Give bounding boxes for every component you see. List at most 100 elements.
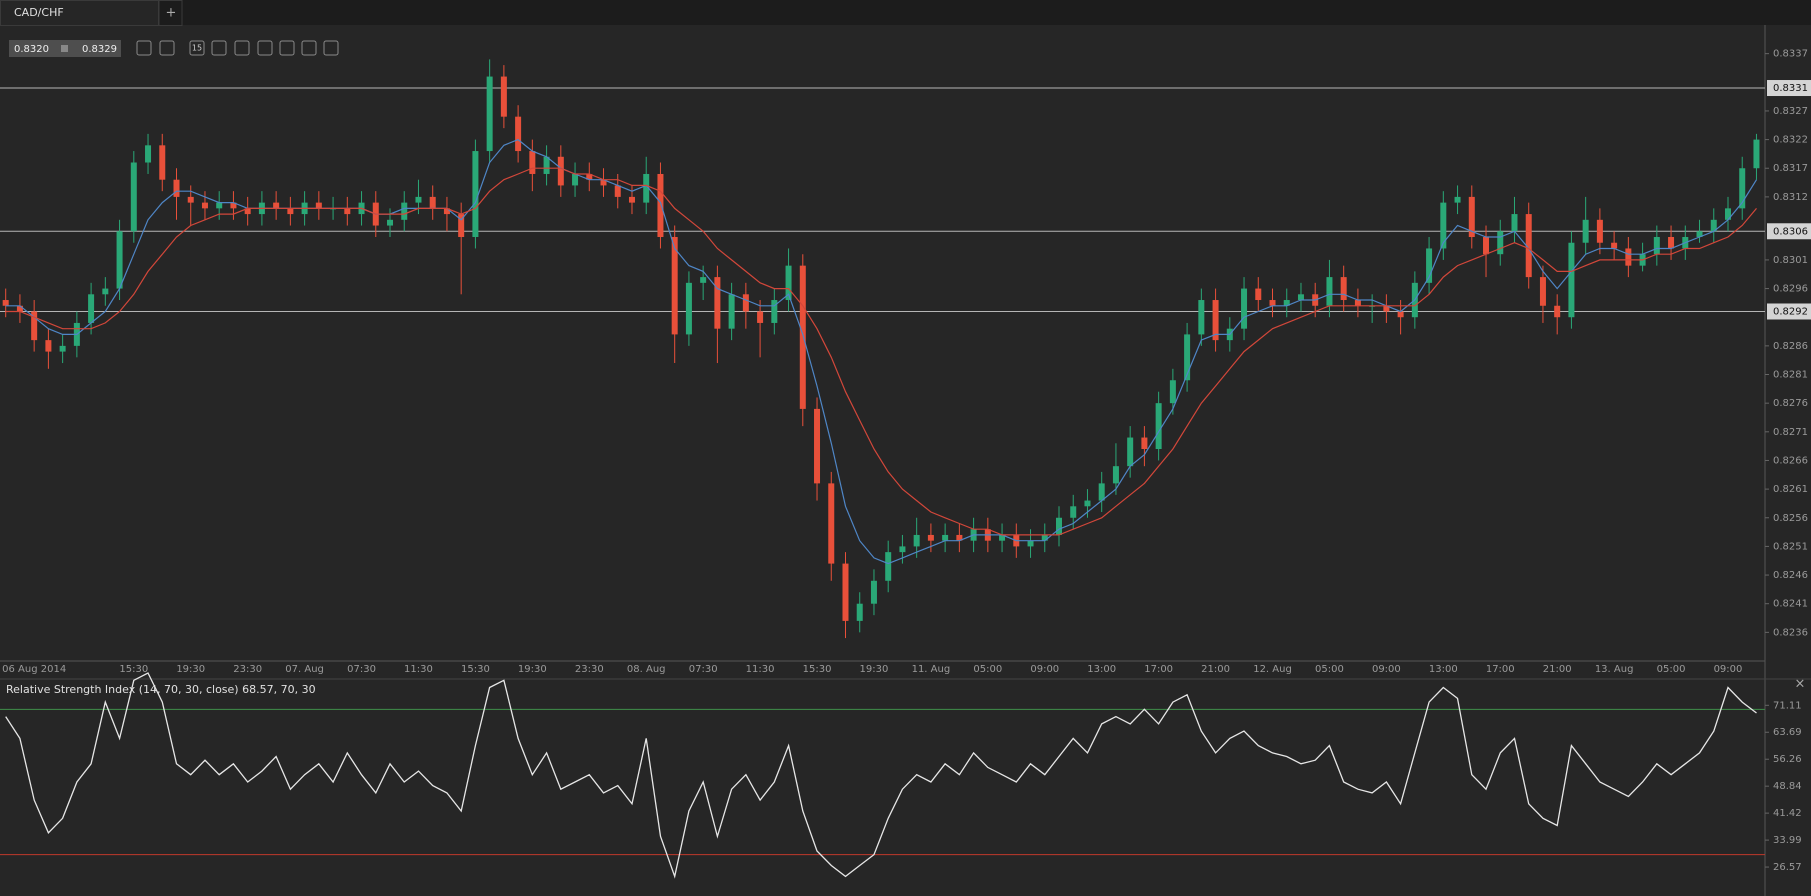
candle-body (1397, 311, 1404, 318)
candle-body (927, 534, 934, 541)
x-tick-label: 21:00 (1543, 664, 1572, 675)
timeframe-button[interactable] (189, 40, 205, 56)
candle-body (1326, 277, 1333, 306)
y-tick-label: 71.11 (1773, 700, 1802, 711)
candle-body (1283, 300, 1290, 306)
indicators-button[interactable] (234, 40, 250, 56)
ask-price: 0.8329 (82, 44, 117, 55)
candle-body (999, 534, 1006, 541)
candle-body (1497, 231, 1504, 255)
candle-body (230, 202, 237, 209)
candle-body (216, 202, 223, 209)
level-label-box (1767, 303, 1811, 320)
candle-body (1269, 300, 1276, 306)
y-tick-label: 0.8236 (1773, 627, 1808, 638)
candle-body (1141, 437, 1148, 449)
candle-body (1056, 517, 1062, 535)
y-tick-label: 41.42 (1773, 808, 1802, 819)
zoom-in-button[interactable] (159, 40, 175, 56)
candle-body (799, 265, 806, 409)
x-tick-label: 17:00 (1486, 664, 1515, 675)
candle-body (899, 546, 906, 553)
candle-body (2, 300, 9, 306)
level-label-box (1767, 80, 1811, 97)
candle-body (429, 196, 436, 209)
candle-body (1483, 237, 1490, 255)
candle-body (828, 483, 835, 564)
candle-body (88, 294, 95, 323)
candle-body (1041, 534, 1048, 541)
candle-body (1625, 248, 1632, 266)
candle-body (1127, 437, 1134, 467)
candle-body (1255, 288, 1262, 301)
x-tick-label: 21:00 (1201, 664, 1230, 675)
tab-label[interactable]: CAD/CHF (14, 6, 64, 19)
candle-body (728, 294, 735, 329)
y-tick-label: 0.8337 (1773, 49, 1808, 60)
y-tick-label: 0.8322 (1773, 135, 1808, 146)
pencil-button[interactable] (323, 40, 339, 56)
candle-body (742, 294, 749, 312)
y-tick-label: 0.8271 (1773, 427, 1808, 438)
close-indicator[interactable]: × (1795, 677, 1806, 692)
x-tick-label: 05:00 (1657, 664, 1686, 675)
x-tick-label: 13:00 (1429, 664, 1458, 675)
timeframe-label[interactable]: 15 (192, 44, 202, 53)
candle-body (1753, 139, 1760, 169)
candle-body (1098, 483, 1105, 501)
candle-body (1668, 237, 1675, 249)
x-tick-label: 07:30 (347, 664, 376, 675)
x-tick-label: 15:30 (119, 664, 148, 675)
candle-body (159, 145, 166, 180)
candle-body (116, 231, 123, 289)
x-tick-label: 11:30 (404, 664, 433, 675)
price-separator (61, 45, 68, 52)
y-tick-label: 0.8281 (1773, 370, 1808, 381)
candle-body (145, 145, 152, 163)
settings-button[interactable] (301, 40, 317, 56)
x-tick-label: 09:00 (1372, 664, 1401, 675)
candle-body (700, 277, 707, 283)
tab[interactable] (0, 0, 159, 26)
candle-body (1070, 506, 1077, 518)
y-tick-label: 26.57 (1773, 862, 1802, 873)
y-tick-label: 56.26 (1773, 754, 1802, 765)
candle-body (1582, 219, 1589, 243)
candle-body (1710, 219, 1717, 232)
x-tick-label: 19:30 (860, 664, 889, 675)
candle-body (500, 76, 507, 117)
y-tick-label: 48.84 (1773, 781, 1802, 792)
candle-body (1724, 208, 1731, 220)
candle-body (173, 179, 180, 197)
rsi-line (5, 672, 1757, 879)
level-label-box (1767, 223, 1811, 240)
candle-body (1155, 403, 1162, 449)
x-tick-label: 06 Aug 2014 (2, 664, 66, 675)
candle-body (885, 552, 892, 581)
candle-body (1554, 305, 1561, 318)
indicator-title: Relative Strength Index (14, 70, 30, clo… (6, 683, 316, 696)
candle-body (401, 202, 408, 220)
candle-body (1383, 305, 1390, 312)
candle-body (130, 162, 137, 232)
objects-button[interactable] (279, 40, 295, 56)
new-tab-label[interactable]: + (166, 6, 177, 21)
x-tick-label: 23:30 (233, 664, 262, 675)
candle-body (1539, 277, 1546, 306)
new-tab-button[interactable] (158, 0, 183, 26)
tab-bar (0, 0, 1811, 25)
y-tick-label: 0.8266 (1773, 455, 1808, 466)
y-tick-label: 0.8312 (1773, 192, 1808, 203)
candle-body (16, 305, 23, 312)
draw-button[interactable] (257, 40, 273, 56)
candle-body (1169, 380, 1176, 404)
x-tick-label: 07. Aug (285, 664, 324, 675)
candle-body (814, 408, 821, 484)
y-tick-label: 33.99 (1773, 835, 1802, 846)
candle-body (387, 219, 394, 226)
y-tick-label: 0.8251 (1773, 541, 1808, 552)
chart-type-button[interactable] (211, 40, 227, 56)
candle-body (1525, 214, 1532, 278)
zoom-out-button[interactable] (136, 40, 152, 56)
